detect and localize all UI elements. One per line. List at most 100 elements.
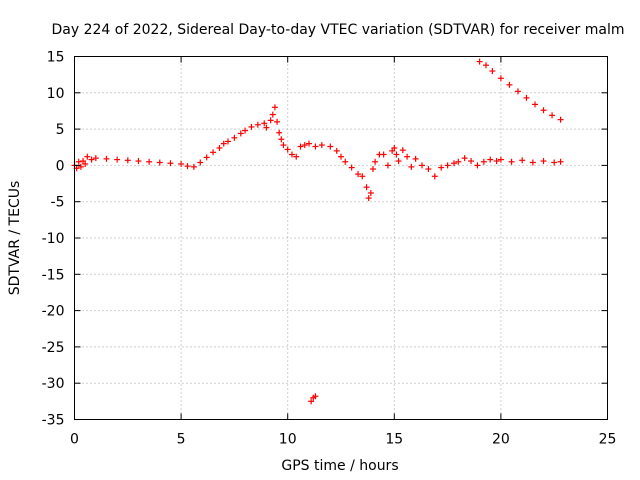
- data-point: [167, 160, 174, 167]
- data-point: [489, 68, 496, 75]
- data-point: [184, 163, 191, 170]
- data-point: [274, 118, 281, 125]
- data-point: [278, 136, 285, 143]
- data-point: [88, 156, 95, 163]
- data-point: [487, 156, 494, 163]
- y-tick-label: -15: [42, 267, 65, 283]
- data-point: [419, 162, 426, 169]
- axis-ticks: 0 5 10 15 20 25 15 10 5 0 -5 -10 -15 -20 -25 -30 -35: [42, 50, 617, 448]
- data-point: [508, 158, 515, 165]
- data-point: [216, 144, 223, 151]
- data-point: [393, 151, 400, 158]
- data-point: [450, 160, 457, 167]
- data-point: [276, 129, 283, 136]
- data-point: [190, 163, 197, 170]
- data-point: [156, 159, 163, 166]
- data-point: [506, 81, 513, 88]
- data-point: [557, 158, 564, 165]
- x-tick-label: 5: [177, 432, 186, 448]
- data-point: [306, 140, 313, 147]
- y-tick-label: -25: [42, 340, 65, 356]
- data-point: [146, 158, 153, 165]
- grid-lines: [74, 56, 608, 420]
- data-point: [231, 134, 238, 141]
- data-point: [75, 158, 82, 165]
- data-point: [540, 158, 547, 165]
- data-point: [242, 127, 249, 134]
- data-point: [327, 143, 334, 150]
- y-tick-label: -20: [42, 304, 65, 320]
- data-point: [455, 158, 462, 165]
- data-point: [135, 158, 142, 165]
- data-point: [288, 151, 295, 158]
- data-point: [225, 138, 232, 145]
- data-point: [425, 166, 432, 173]
- data-point: [82, 160, 89, 167]
- data-point: [519, 157, 526, 164]
- chart-title: Day 224 of 2022, Sidereal Day-to-day VTE…: [52, 22, 625, 38]
- data-point: [391, 144, 398, 151]
- y-tick-label: 5: [56, 122, 65, 138]
- y-tick-label: 10: [47, 86, 65, 102]
- data-point: [359, 173, 366, 180]
- data-point: [365, 195, 372, 202]
- data-point: [318, 142, 325, 149]
- data-point: [271, 104, 278, 111]
- data-point: [372, 158, 379, 165]
- data-point: [474, 162, 481, 169]
- data-point: [551, 159, 558, 166]
- data-point: [261, 120, 268, 127]
- data-point: [312, 393, 319, 400]
- x-axis-label: GPS time / hours: [281, 458, 398, 474]
- data-point: [267, 117, 274, 124]
- data-point: [482, 62, 489, 69]
- data-point: [412, 155, 419, 162]
- y-tick-label: 0: [56, 158, 65, 174]
- data-point: [480, 158, 487, 165]
- data-point: [220, 140, 227, 147]
- x-tick-label: 15: [385, 432, 403, 448]
- data-point: [293, 153, 300, 160]
- data-point: [84, 153, 91, 160]
- data-point: [399, 147, 406, 154]
- y-tick-label: -5: [51, 195, 65, 211]
- data-point: [178, 160, 185, 167]
- data-point: [248, 123, 255, 130]
- data-point: [312, 143, 319, 150]
- data-point: [197, 159, 204, 166]
- data-point: [367, 189, 374, 196]
- y-tick-label: 15: [47, 50, 65, 66]
- data-point: [476, 58, 483, 65]
- data-point: [497, 156, 504, 163]
- data-point: [468, 158, 475, 165]
- data-point: [532, 101, 539, 108]
- x-tick-label: 0: [70, 432, 79, 448]
- data-point: [523, 94, 530, 101]
- data-point: [338, 153, 344, 160]
- data-point: [438, 164, 445, 171]
- data-point: [384, 162, 391, 169]
- x-tick-label: 10: [279, 432, 297, 448]
- data-point: [355, 171, 362, 178]
- data-point: [114, 156, 121, 163]
- data-point: [461, 155, 468, 162]
- data-point: [342, 158, 349, 165]
- data-point: [301, 142, 308, 149]
- x-tick-label: 25: [599, 432, 617, 448]
- data-point: [203, 154, 210, 161]
- y-tick-label: -10: [42, 231, 65, 247]
- data-point: [404, 153, 411, 160]
- x-tick-label: 20: [492, 432, 510, 448]
- data-point: [308, 398, 315, 405]
- data-point: [284, 146, 291, 153]
- data-point: [124, 157, 131, 164]
- data-point: [363, 184, 370, 191]
- data-point: [497, 75, 504, 82]
- data-point: [210, 149, 217, 156]
- data-point: [297, 143, 304, 150]
- data-point: [369, 166, 376, 173]
- data-point: [237, 130, 244, 137]
- data-point: [103, 155, 110, 162]
- data-point: [269, 111, 276, 118]
